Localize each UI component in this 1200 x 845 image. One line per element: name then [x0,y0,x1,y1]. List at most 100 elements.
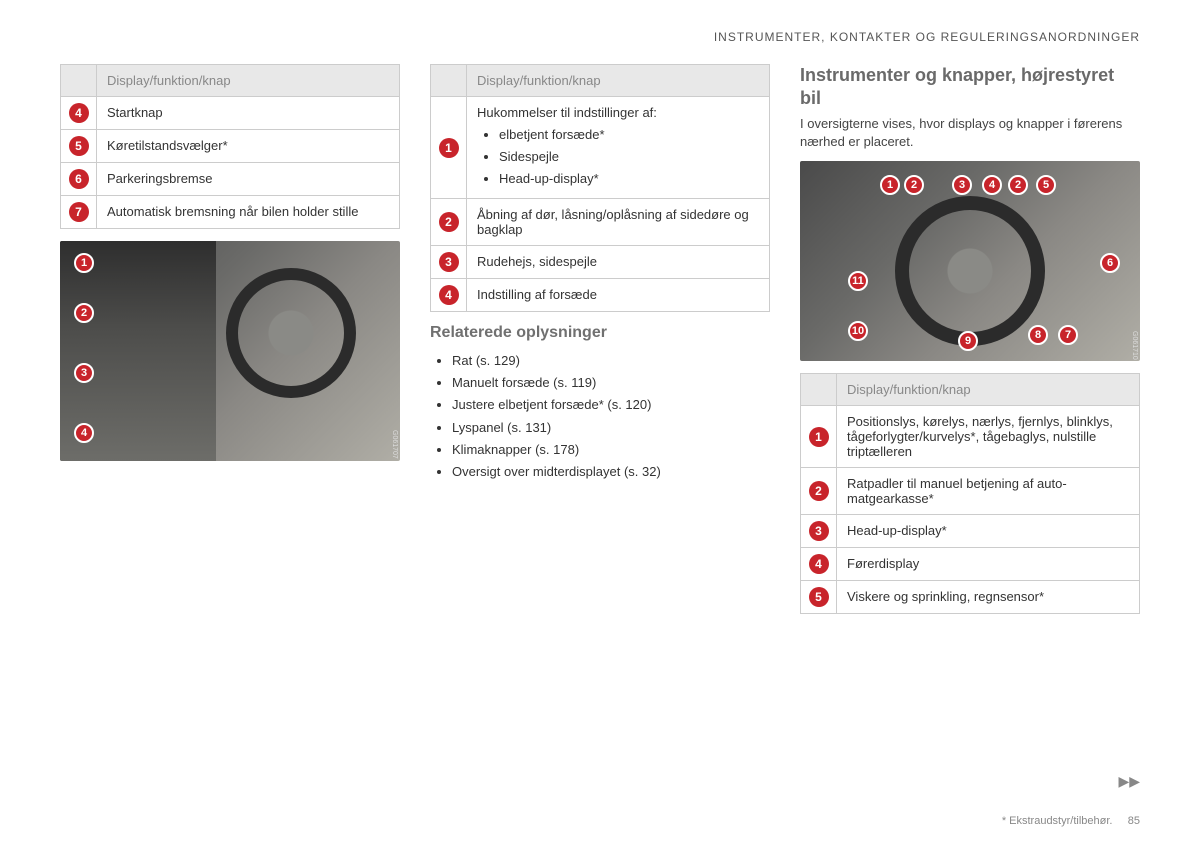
col3-intro: I oversigterne vises, hvor displays og k… [800,115,1140,151]
sub-item: Sidespejle [499,146,759,168]
image-callout-badge: 11 [848,271,868,291]
number-badge: 4 [809,554,829,574]
number-badge: 5 [69,136,89,156]
header-blank [61,65,97,97]
row-text-cell: Startknap [97,97,400,130]
image-callout-badge: 10 [848,321,868,341]
steering-wheel-image: G061710 12342511610987 [800,161,1140,361]
row-number-cell: 4 [61,97,97,130]
door-panel-image: G061707 1 2 3 4 [60,241,400,461]
footnote-text: * Ekstraudstyr/tilbehør. [1002,815,1113,827]
related-info-item: Manuelt forsæde (s. 119) [452,372,770,394]
image-callout-badge: 9 [958,331,978,351]
number-badge: 5 [809,587,829,607]
table-col2: Display/funktion/knap 1 Hukommelser til i… [430,64,770,312]
table-row: 5 Viskere og sprinkling, regnsensor* [801,581,1140,614]
col3-title: Instrumenter og knapper, højrestyret bil [800,64,1140,109]
row-text-cell: Viskere og sprinkling, regnsensor* [837,581,1140,614]
related-info-title: Relaterede oplysninger [430,324,770,342]
table-row: 1 Hukommelser til indstillinger af:elbetj… [431,97,770,199]
row-number-cell: 7 [61,196,97,229]
image-callout-badge: 2 [1008,175,1028,195]
image-callout-badge: 1 [880,175,900,195]
column-3: Instrumenter og knapper, højrestyret bil… [800,64,1140,626]
row-text-cell: Hukommelser til indstillinger af:elbetje… [467,97,770,199]
related-info-item: Lyspanel (s. 131) [452,417,770,439]
table-row: 3 Head-up-display* [801,515,1140,548]
table-header-row: Display/funktion/knap [61,65,400,97]
number-badge: 3 [439,252,459,272]
number-badge: 7 [69,202,89,222]
continue-arrow-icon: ▶▶ [1118,773,1140,790]
column-layout: Display/funktion/knap 4 Startknap 5 Køretil… [60,64,1140,626]
image-callout-badge: 7 [1058,325,1078,345]
number-badge: 4 [439,285,459,305]
sub-item: Head-up-display* [499,168,759,190]
table-row: 5 Køretilstandsvælger* [61,130,400,163]
header-label: Display/funktion/knap [97,65,400,97]
page-number: 85 [1128,815,1140,827]
row-text-cell: Rudehejs, sidespejle [467,246,770,279]
column-1: Display/funktion/knap 4 Startknap 5 Køretil… [60,64,400,626]
table-row: 2 Ratpadler til manuel betjening af auto­… [801,468,1140,515]
header-blank [431,65,467,97]
related-info-item: Oversigt over midterdisplayet (s. 32) [452,461,770,483]
table-row: 4 Indstilling af forsæde [431,279,770,312]
table-row: 7 Automatisk bremsning når bilen holder s… [61,196,400,229]
row-text-cell: Køretilstandsvælger* [97,130,400,163]
sub-item-list: elbetjent forsæde*SidespejleHead-up-disp… [477,124,759,190]
page-footer: * Ekstraudstyr/tilbehør. 85 [1002,815,1140,827]
image-code: G061707 [391,430,398,459]
number-badge: 1 [439,138,459,158]
row-number-cell: 1 [801,406,837,468]
number-badge: 2 [809,481,829,501]
image-callout-badge: 3 [952,175,972,195]
row-number-cell: 3 [801,515,837,548]
row-text-cell: Åbning af dør, låsning/oplåsning af side… [467,199,770,246]
table-row: 4 Startknap [61,97,400,130]
image-callout-badge: 2 [74,303,94,323]
image-callout-badge: 8 [1028,325,1048,345]
related-info-item: Rat (s. 129) [452,350,770,372]
number-badge: 1 [809,427,829,447]
table-header-row: Display/funktion/knap [801,374,1140,406]
number-badge: 6 [69,169,89,189]
row-text-cell: Automatisk bremsning når bilen holder st… [97,196,400,229]
image-callout-badge: 1 [74,253,94,273]
number-badge: 4 [69,103,89,123]
column-2: Display/funktion/knap 1 Hukommelser til i… [430,64,770,626]
header-label: Display/funktion/knap [467,65,770,97]
table-row: 2 Åbning af dør, låsning/oplåsning af sid… [431,199,770,246]
related-info-list: Rat (s. 129)Manuelt forsæde (s. 119)Just… [430,350,770,483]
image-callout-badge: 4 [982,175,1002,195]
header-label: Display/funktion/knap [837,374,1140,406]
table-col3: Display/funktion/knap 1 Positionslys, kør… [800,373,1140,614]
row-number-cell: 2 [431,199,467,246]
image-code: G061710 [1131,331,1138,360]
row-text-cell: Indstilling af forsæde [467,279,770,312]
table-row: 3 Rudehejs, sidespejle [431,246,770,279]
row-text-cell: Head-up-display* [837,515,1140,548]
image-callout-badge: 3 [74,363,94,383]
row-number-cell: 6 [61,163,97,196]
row-number-cell: 1 [431,97,467,199]
row-text-cell: Parkeringsbremse [97,163,400,196]
table-row: 6 Parkeringsbremse [61,163,400,196]
row-number-cell: 4 [801,548,837,581]
related-info-item: Klimaknapper (s. 178) [452,439,770,461]
image-callout-badge: 6 [1100,253,1120,273]
row-text-cell: Førerdisplay [837,548,1140,581]
table-row: 1 Positionslys, kørelys, nærlys, fjernlys… [801,406,1140,468]
row-text-cell: Ratpadler til manuel betjening af auto­m… [837,468,1140,515]
header-blank [801,374,837,406]
image-callout-badge: 4 [74,423,94,443]
number-badge: 2 [439,212,459,232]
steering-wheel-circle [226,268,356,398]
number-badge: 3 [809,521,829,541]
row-text-cell: Positionslys, kørelys, nærlys, fjernlys,… [837,406,1140,468]
sub-item: elbetjent forsæde* [499,124,759,146]
table-header-row: Display/funktion/knap [431,65,770,97]
row-number-cell: 2 [801,468,837,515]
page-header: INSTRUMENTER, KONTAKTER OG REGULERINGSAN… [60,30,1140,44]
row-number-cell: 5 [61,130,97,163]
